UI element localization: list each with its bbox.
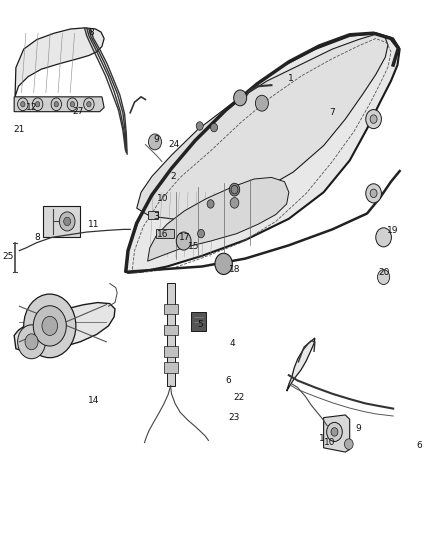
Circle shape: [42, 317, 58, 335]
Circle shape: [25, 334, 38, 350]
Circle shape: [148, 134, 162, 150]
Circle shape: [376, 228, 392, 247]
Text: 17: 17: [179, 233, 190, 242]
Circle shape: [366, 110, 381, 128]
Text: 14: 14: [88, 395, 99, 405]
Text: 2: 2: [171, 172, 177, 181]
Text: 22: 22: [233, 393, 244, 402]
Circle shape: [231, 185, 238, 194]
Circle shape: [366, 184, 381, 203]
Text: 21: 21: [14, 125, 25, 134]
Polygon shape: [126, 33, 399, 273]
Text: 18: 18: [229, 265, 240, 273]
Polygon shape: [324, 415, 350, 452]
Polygon shape: [43, 206, 80, 237]
Circle shape: [230, 183, 240, 196]
Circle shape: [18, 98, 28, 111]
Polygon shape: [156, 229, 173, 238]
Circle shape: [196, 122, 203, 130]
Circle shape: [327, 422, 343, 441]
Polygon shape: [164, 304, 178, 314]
Polygon shape: [15, 28, 104, 97]
Polygon shape: [148, 177, 289, 261]
Polygon shape: [167, 284, 175, 386]
Text: 16: 16: [157, 230, 169, 239]
Circle shape: [33, 306, 66, 346]
Polygon shape: [137, 34, 388, 220]
Circle shape: [51, 98, 61, 111]
Circle shape: [54, 102, 59, 107]
Circle shape: [230, 198, 239, 208]
Polygon shape: [286, 338, 315, 391]
Text: 6: 6: [417, 441, 422, 450]
Circle shape: [331, 427, 338, 436]
Text: 8: 8: [88, 28, 94, 37]
Text: 3: 3: [153, 212, 159, 221]
Circle shape: [18, 325, 46, 359]
Text: 1: 1: [288, 74, 294, 83]
Text: 25: 25: [3, 253, 14, 262]
Text: 15: 15: [187, 242, 199, 251]
Circle shape: [215, 253, 232, 274]
Text: 6: 6: [225, 376, 231, 385]
Text: 7: 7: [329, 108, 335, 117]
Text: 12: 12: [26, 103, 37, 112]
Polygon shape: [164, 325, 178, 335]
Circle shape: [207, 200, 214, 208]
Text: 9: 9: [356, 424, 361, 433]
Text: 24: 24: [168, 140, 179, 149]
Polygon shape: [164, 362, 178, 373]
Circle shape: [60, 212, 75, 231]
Circle shape: [344, 439, 353, 449]
Text: 8: 8: [34, 233, 39, 242]
Circle shape: [211, 123, 218, 132]
Circle shape: [233, 90, 247, 106]
Circle shape: [378, 270, 390, 285]
Text: 10: 10: [325, 438, 336, 447]
Circle shape: [21, 102, 25, 107]
Circle shape: [255, 95, 268, 111]
Text: 9: 9: [153, 135, 159, 144]
Text: 10: 10: [157, 194, 169, 203]
Circle shape: [176, 232, 191, 250]
Circle shape: [35, 102, 40, 107]
Text: 1: 1: [318, 434, 324, 443]
Circle shape: [32, 98, 43, 111]
Text: 11: 11: [88, 220, 99, 229]
Polygon shape: [191, 312, 206, 331]
Text: 23: 23: [229, 413, 240, 422]
Text: 5: 5: [197, 320, 203, 329]
Circle shape: [67, 98, 78, 111]
Circle shape: [198, 229, 205, 238]
Circle shape: [87, 102, 91, 107]
Circle shape: [84, 98, 94, 111]
Circle shape: [370, 189, 377, 198]
Polygon shape: [148, 211, 159, 219]
Circle shape: [24, 294, 76, 358]
Polygon shape: [14, 303, 115, 352]
Circle shape: [64, 217, 71, 225]
Text: 20: 20: [379, 268, 390, 277]
Text: 4: 4: [230, 339, 235, 348]
Circle shape: [370, 115, 377, 123]
Polygon shape: [14, 97, 104, 112]
Text: 19: 19: [387, 226, 399, 235]
Polygon shape: [164, 346, 178, 357]
Text: 27: 27: [72, 107, 84, 116]
Circle shape: [70, 102, 74, 107]
